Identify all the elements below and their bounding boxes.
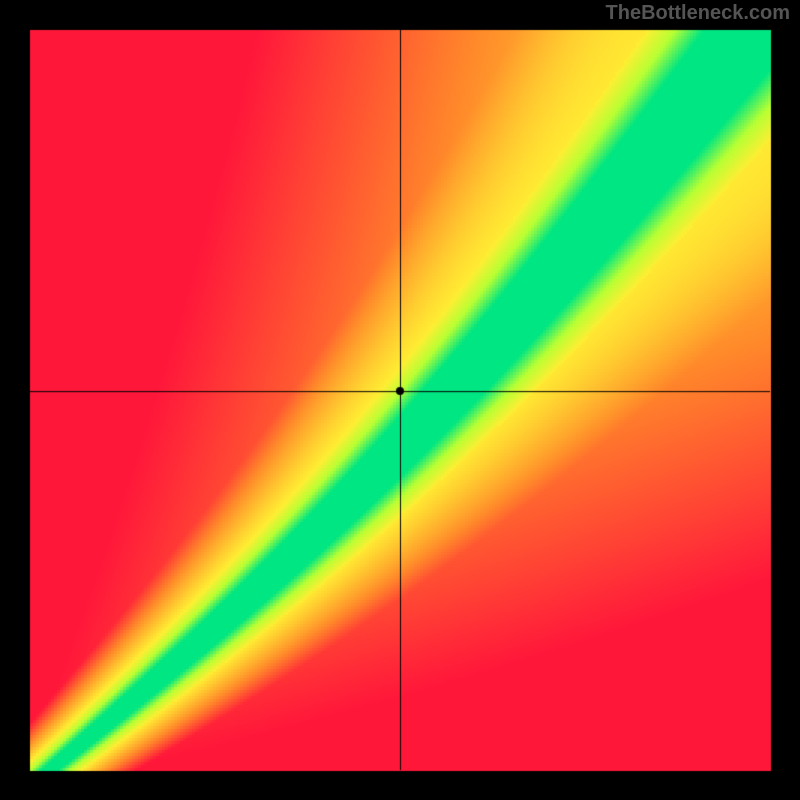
chart-container: TheBottleneck.com [0,0,800,800]
bottleneck-heatmap-canvas [0,0,800,800]
watermark-text: TheBottleneck.com [606,2,790,25]
